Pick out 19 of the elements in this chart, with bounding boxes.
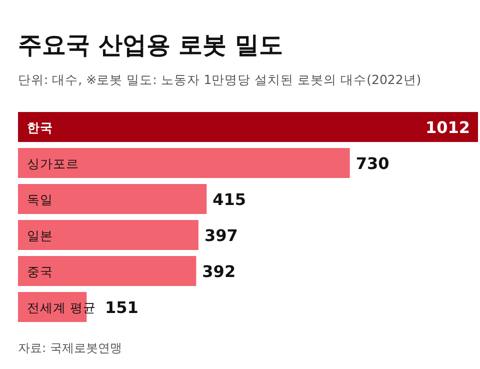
y-tick-label: 한국 bbox=[27, 120, 53, 135]
y-tick-label: 독일 bbox=[27, 192, 53, 207]
data-label: 415 bbox=[212, 190, 246, 209]
text: 자료: 국제로봇연맹 bbox=[18, 341, 122, 355]
data-label: 397 bbox=[204, 226, 238, 245]
data-label: 1012 bbox=[425, 118, 470, 137]
y-tick-label: 싱가포르 bbox=[27, 156, 79, 171]
chart-subtitle: 단위: 대수, ※로봇 밀도: 노동자 1만명당 설치된 로봇의 대수(2022년) bbox=[18, 72, 422, 87]
data-label: 730 bbox=[356, 154, 390, 173]
bar bbox=[18, 148, 350, 178]
y-tick-label: 중국 bbox=[27, 264, 53, 279]
data-label: 392 bbox=[202, 262, 236, 281]
bar bbox=[18, 184, 207, 214]
bar bbox=[18, 220, 198, 250]
bar bbox=[18, 256, 196, 286]
chart-title: 주요국 산업용 로봇 밀도 bbox=[18, 31, 284, 59]
bar bbox=[18, 112, 478, 142]
data-label: 151 bbox=[104, 298, 138, 317]
y-tick-label: 일본 bbox=[27, 228, 53, 243]
